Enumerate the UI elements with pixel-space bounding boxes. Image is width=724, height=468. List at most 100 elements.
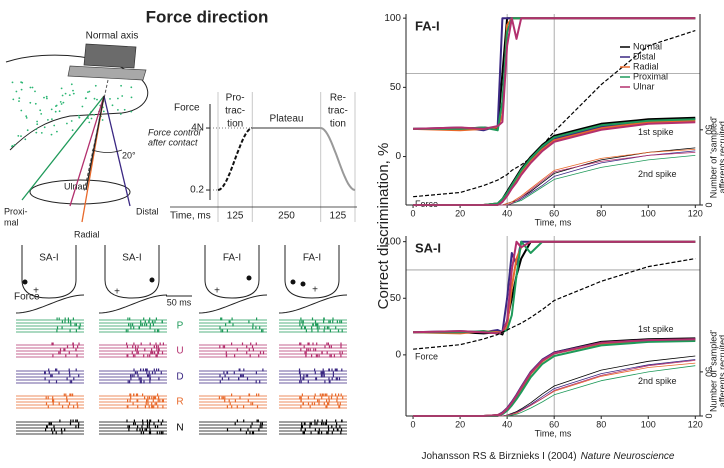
- dot: [61, 88, 63, 90]
- dot: [121, 95, 123, 97]
- dot: [35, 128, 37, 130]
- phase-label: Pro-: [226, 93, 245, 104]
- center-mark: +: [214, 286, 220, 297]
- dot: [18, 100, 20, 102]
- apparatus: Normal axis Force control after contact …: [4, 31, 202, 240]
- dot: [94, 98, 96, 100]
- column-label: FA-I: [303, 253, 321, 264]
- dot: [18, 97, 20, 99]
- dot: [51, 109, 53, 111]
- annotation: 2nd spike: [638, 376, 677, 386]
- force-label: Force: [14, 292, 40, 303]
- dot: [72, 90, 74, 92]
- dot: [78, 115, 80, 117]
- dot: [24, 138, 26, 140]
- dot: [35, 132, 37, 134]
- dot: [103, 111, 105, 113]
- x-tick-label: 120: [688, 208, 703, 218]
- label: Distal: [136, 206, 159, 216]
- x-tick-label: 80: [596, 419, 606, 429]
- dot: [51, 134, 53, 136]
- dot: [71, 83, 73, 85]
- duration-label: 125: [227, 211, 244, 222]
- dot: [39, 109, 41, 111]
- column-label: FA-I: [223, 253, 241, 264]
- dot: [124, 109, 126, 111]
- x-tick-label: 100: [641, 419, 656, 429]
- axis-label: Force: [174, 103, 200, 114]
- dot: [88, 122, 90, 124]
- row-label: U: [176, 346, 183, 357]
- label: Ulnar: [64, 181, 86, 191]
- dot: [95, 85, 97, 87]
- citation-journal: Nature Neuroscience: [581, 451, 675, 462]
- stimulus-dot: [247, 276, 252, 281]
- dot: [120, 113, 122, 115]
- axis-label: Time, ms: [170, 211, 211, 222]
- dot: [51, 118, 53, 120]
- dot: [66, 123, 68, 125]
- dot: [21, 89, 23, 91]
- dot: [26, 117, 28, 119]
- tick-label: 4N: [191, 123, 204, 134]
- duration-label: 125: [330, 211, 347, 222]
- y2-axis-label: afferents recruited: [717, 121, 724, 193]
- row-label: R: [176, 397, 183, 408]
- y2-tick-label: 0: [704, 413, 714, 418]
- dot: [112, 104, 114, 106]
- duration-label: 250: [278, 211, 295, 222]
- retraction: [321, 128, 355, 190]
- dot: [34, 91, 36, 93]
- dot: [29, 102, 31, 104]
- stimulus-dot: [150, 278, 155, 283]
- x-tick-label: 40: [502, 208, 512, 218]
- y-tick-label: 50: [390, 82, 402, 93]
- scale-label: 50 ms: [167, 297, 192, 307]
- dot: [82, 106, 84, 108]
- dot: [91, 118, 93, 120]
- dot: [12, 82, 14, 84]
- x-tick-label: 80: [596, 208, 606, 218]
- series-label: Force: [415, 352, 438, 362]
- x-tick-label: 20: [455, 208, 465, 218]
- y2-tick-label: 0: [704, 202, 714, 207]
- row-label: N: [176, 423, 183, 434]
- legend-label: Proximal: [633, 71, 668, 81]
- center-mark: +: [114, 287, 120, 298]
- dot: [25, 115, 27, 117]
- dot: [59, 110, 61, 112]
- dot: [117, 98, 119, 100]
- stimulus-dot: [291, 280, 296, 285]
- dot: [62, 95, 64, 97]
- dot: [130, 111, 132, 113]
- dot: [27, 129, 29, 131]
- center-mark: +: [312, 285, 318, 296]
- y-tick-label: 0: [395, 350, 401, 361]
- dot: [30, 87, 32, 89]
- dot: [16, 91, 18, 93]
- dot: [117, 109, 119, 111]
- dot: [73, 93, 75, 95]
- y-axis-label: Correct discrimination, %: [375, 143, 392, 310]
- x-axis-label: Time, ms: [535, 217, 572, 227]
- annotation: 2nd spike: [638, 169, 677, 179]
- dot: [130, 86, 132, 88]
- phase-label: Plateau: [270, 114, 304, 125]
- dot: [43, 97, 45, 99]
- label: after contact: [148, 137, 198, 147]
- stimulus-dot: [23, 280, 28, 285]
- dot: [72, 129, 74, 131]
- label: Normal axis: [86, 31, 139, 42]
- annotation: 1st spike: [638, 324, 674, 334]
- dot: [14, 144, 16, 146]
- dot: [36, 121, 38, 123]
- label: 20°: [122, 150, 136, 160]
- figure-title: Force direction: [146, 7, 269, 26]
- dot: [21, 82, 23, 84]
- dot: [41, 132, 43, 134]
- x-axis-label: Time, ms: [535, 428, 572, 438]
- x-tick-label: 120: [688, 419, 703, 429]
- dot: [17, 135, 19, 137]
